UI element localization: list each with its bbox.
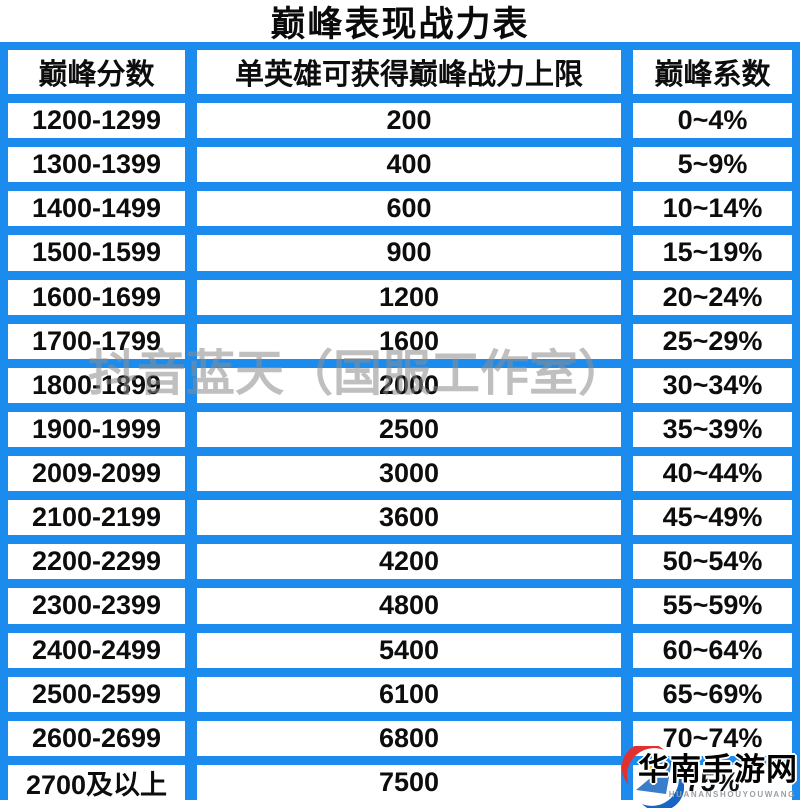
table-cell-score: 2300-2399: [8, 588, 185, 624]
table-cell-score: 1800-1899: [8, 367, 185, 403]
table-cell-power-cap: 4200: [197, 544, 621, 580]
table-cell-coefficient: 65~69%: [633, 676, 792, 712]
table-cell-coefficient: 20~24%: [633, 279, 792, 315]
table-cell-score: 1500-1599: [8, 235, 185, 271]
table-cell-power-cap: 4800: [197, 588, 621, 624]
table-cell-power-cap: 1600: [197, 323, 621, 359]
table-cell-score: 1400-1499: [8, 191, 185, 227]
table-cell-coefficient: 45~49%: [633, 500, 792, 536]
table-cell-score: 2200-2299: [8, 544, 185, 580]
table-cell-score: 1300-1399: [8, 147, 185, 183]
table-cell-score: 2700及以上: [8, 764, 185, 800]
table-cell-power-cap: 6100: [197, 676, 621, 712]
page-title: 巅峰表现战力表: [270, 4, 530, 44]
table-cell-coefficient: 35~39%: [633, 411, 792, 447]
table-cell-coefficient: 60~64%: [633, 632, 792, 668]
table-cell-coefficient: 75%: [633, 764, 792, 800]
table-cell-score: 2009-2099: [8, 456, 185, 492]
table-cell-score: 1700-1799: [8, 323, 185, 359]
power-table: 巅峰分数 单英雄可获得巅峰战力上限 巅峰系数 1200-1299 200 0~4% 1300…: [0, 42, 800, 800]
table-cell-power-cap: 3600: [197, 500, 621, 536]
table-cell-power-cap: 200: [197, 103, 621, 139]
table-cell-power-cap: 1200: [197, 279, 621, 315]
table-cell-coefficient: 5~9%: [633, 147, 792, 183]
column-header: 单英雄可获得巅峰战力上限: [197, 50, 621, 94]
column-header: 巅峰分数: [8, 50, 185, 94]
column-header: 巅峰系数: [633, 50, 792, 94]
table-cell-coefficient: 15~19%: [633, 235, 792, 271]
table-cell-coefficient: 70~74%: [633, 720, 792, 756]
table-cell-score: 2600-2699: [8, 720, 185, 756]
table-cell-score: 2400-2499: [8, 632, 185, 668]
table-cell-power-cap: 900: [197, 235, 621, 271]
table-cell-power-cap: 400: [197, 147, 621, 183]
table-cell-score: 2500-2599: [8, 676, 185, 712]
table-cell-power-cap: 5400: [197, 632, 621, 668]
table-cell-coefficient: 25~29%: [633, 323, 792, 359]
table-cell-power-cap: 2500: [197, 411, 621, 447]
table-cell-power-cap: 6800: [197, 720, 621, 756]
table-cell-coefficient: 50~54%: [633, 544, 792, 580]
table-cell-score: 2100-2199: [8, 500, 185, 536]
table-cell-coefficient: 10~14%: [633, 191, 792, 227]
table-cell-power-cap: 2000: [197, 367, 621, 403]
table-cell-coefficient: 40~44%: [633, 456, 792, 492]
table-cell-score: 1200-1299: [8, 103, 185, 139]
table-cell-score: 1600-1699: [8, 279, 185, 315]
table-grid: 巅峰分数 单英雄可获得巅峰战力上限 巅峰系数 1200-1299 200 0~4% 1300…: [8, 50, 792, 800]
table-cell-power-cap: 3000: [197, 456, 621, 492]
table-cell-coefficient: 55~59%: [633, 588, 792, 624]
table-cell-power-cap: 600: [197, 191, 621, 227]
table-cell-coefficient: 0~4%: [633, 103, 792, 139]
table-cell-coefficient: 30~34%: [633, 367, 792, 403]
table-cell-score: 1900-1999: [8, 411, 185, 447]
table-cell-power-cap: 7500: [197, 764, 621, 800]
